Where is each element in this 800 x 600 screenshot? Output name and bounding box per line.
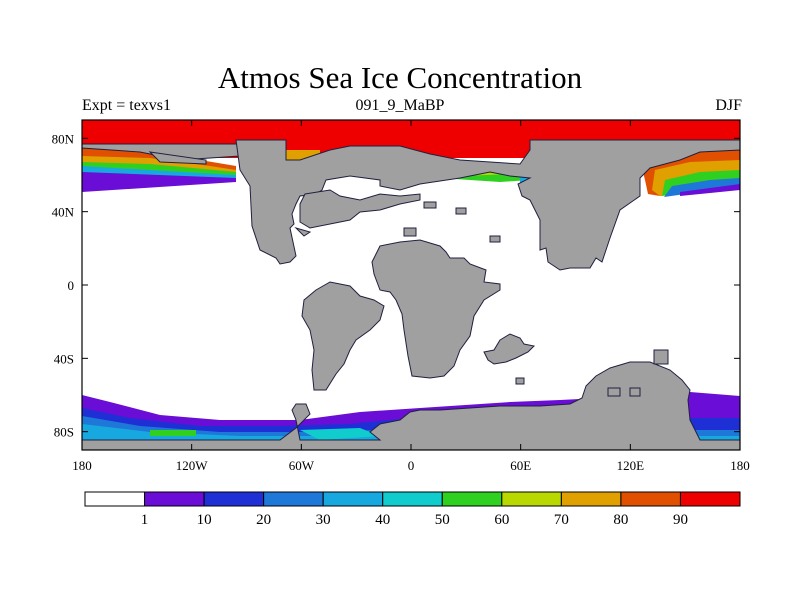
colorbar-label: 1: [141, 512, 149, 528]
land-masses: [81, 139, 741, 451]
x-tick-label: 120W: [176, 458, 209, 473]
season-label: DJF: [715, 97, 742, 114]
x-tick-label: 180: [72, 458, 92, 473]
colorbar-swatch: [441, 491, 503, 507]
x-tick-label: 120E: [617, 458, 645, 473]
colorbar-label: 80: [613, 512, 628, 528]
colorbar-swatch: [84, 491, 146, 507]
x-tick-label: 180: [730, 458, 750, 473]
axis-ticks: 180 120W 60W 0 60E 120E 180 80N 40N 0 40S 80S: [52, 120, 750, 473]
colorbar-label: 90: [673, 512, 688, 528]
time-label: 091_9_MaBP: [355, 97, 445, 114]
colorbar-label: 70: [554, 512, 569, 528]
colorbar-label: 10: [197, 512, 212, 528]
colorbar-swatch: [263, 491, 324, 507]
colorbar-label: 40: [375, 512, 390, 528]
y-tick-label: 80N: [52, 131, 75, 146]
colorbar-swatch: [322, 491, 384, 507]
y-tick-label: 80S: [54, 425, 74, 440]
colorbar-label: 30: [316, 512, 331, 528]
colorbar-swatch: [203, 491, 265, 507]
x-tick-label: 60E: [510, 458, 531, 473]
colorbar-swatch: [679, 491, 741, 507]
y-tick-label: 0: [68, 278, 75, 293]
colorbar-swatch: [144, 491, 205, 507]
x-tick-label: 60W: [289, 458, 315, 473]
colorbar-label: 20: [256, 512, 271, 528]
colorbar-swatch: [560, 491, 622, 507]
colorbar: 1 10 20 30 40 50 60 70 80 90: [84, 491, 741, 528]
plot-title: Atmos Sea Ice Concentration: [217, 60, 583, 95]
y-tick-label: 40N: [52, 205, 75, 220]
colorbar-swatch: [382, 491, 443, 507]
colorbar-label: 60: [494, 512, 509, 528]
colorbar-swatch: [501, 491, 562, 507]
colorbar-swatch: [620, 491, 681, 507]
x-tick-label: 0: [408, 458, 415, 473]
colorbar-label: 50: [435, 512, 450, 528]
y-tick-label: 40S: [54, 351, 74, 366]
experiment-label: Expt = texvs1: [82, 97, 172, 114]
